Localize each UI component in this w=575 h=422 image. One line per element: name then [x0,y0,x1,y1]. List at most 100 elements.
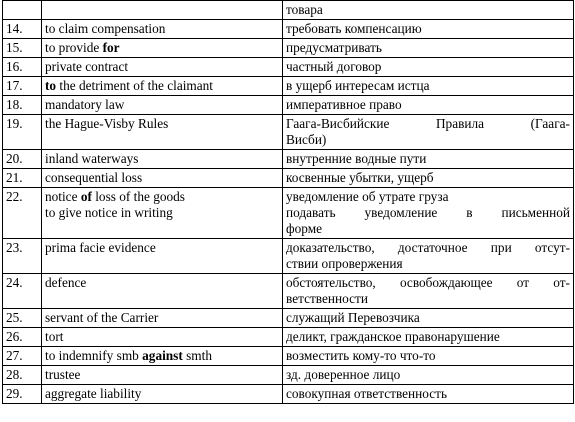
english-term-line: mandatory law [45,97,279,113]
translation-line: совокупная ответственность [286,386,448,401]
translation-line: служащий Перевозчика [286,310,420,325]
row-number: 17. [2,76,42,96]
term-text: to indemnify smb [45,348,143,363]
english-term: trustee [41,365,283,385]
english-term: to indemnify smb against smth [41,346,283,366]
term-text: trustee [45,367,81,382]
english-term-line: tort [45,329,279,345]
glossary-body: товара 14. to claim compensation требовать … [2,0,574,404]
table-row: 24. defence обстоятельство, освобождающее … [2,273,574,309]
bold-preposition: against [142,348,183,363]
table-row: 25. servant of the Carrier служащий Перево… [2,308,574,328]
term-text: to claim compensation [45,21,166,36]
table-row: 21. consequential loss косвенные убытки, у… [2,168,574,188]
english-term-line: to give notice in writing [45,205,279,221]
russian-translation: доказательство, достаточное при отсут-ст… [282,238,574,274]
russian-translation: деликт, гражданское правонарушение [282,327,574,347]
russian-translation: уведомление об утрате груза подавать увед… [282,187,574,239]
english-term-line: to the detriment of the claimant [45,78,279,94]
translation-line: форме [286,221,323,236]
row-number: 27. [2,346,42,366]
table-row: 19. the Hague-Visby Rules Гаага-Висбийские… [2,114,574,150]
translation-line: возместить кому-то что-то [286,348,436,363]
table-row: 18. mandatory law императивное право [2,95,574,115]
term-text: private contract [45,59,129,74]
english-term-line: trustee [45,367,279,383]
english-term-line: consequential loss [45,170,279,186]
term-text: consequential loss [45,170,143,185]
translation-line: предусматривать [286,40,382,55]
term-text: to provide [45,40,103,55]
russian-translation: обстоятельство, освобождающее от от-ветс… [282,273,574,309]
translation-line: императивное право [286,97,402,112]
english-term-line: defence [45,275,279,291]
row-number: 19. [2,114,42,150]
bold-preposition: to [45,78,57,93]
translation-line: подавать уведомление в письменной [286,205,570,220]
table-row: 29. aggregate liability совокупная ответст… [2,384,574,404]
term-text: the detriment of the claimant [56,78,213,93]
translation-line: зд. доверенное лицо [286,367,401,382]
row-number: 21. [2,168,42,188]
term-text: to give notice in writing [45,205,173,220]
english-term: defence [41,273,283,309]
row-number: 25. [2,308,42,328]
bold-preposition: of [80,189,92,204]
english-term-line: inland waterways [45,151,279,167]
translation-line: доказательство, достаточное при отсут- [286,240,570,255]
translation-line: деликт, гражданское правонарушение [286,329,500,344]
row-number: 23. [2,238,42,274]
table-row: 16. private contract частный договор [2,57,574,77]
row-number: 15. [2,38,42,58]
english-term: the Hague-Visby Rules [41,114,283,150]
russian-translation: требовать компенсацию [282,19,574,39]
english-term-line: notice of loss of the goods [45,189,279,205]
term-text: smth [182,348,212,363]
term-text: aggregate liability [45,386,142,401]
row-number [2,0,42,20]
russian-translation: Гаага-Висбийские Правила (Гаага- Висби) [282,114,574,150]
english-term-line: private contract [45,59,279,75]
row-number: 26. [2,327,42,347]
table-row: 14. to claim compensation требовать компен… [2,19,574,39]
translation-line: товара [286,2,323,17]
english-term: to provide for [41,38,283,58]
row-number: 20. [2,149,42,169]
translation-line: обстоятельство, освобождающее от от- [286,275,570,290]
table-row: 27. to indemnify smb against smth возмести… [2,346,574,366]
table-row: 17. to the detriment of the claimant в уще… [2,76,574,96]
russian-translation: служащий Перевозчика [282,308,574,328]
translation-line: требовать компенсацию [286,21,422,36]
translation-line: ствии опровержения [286,256,403,271]
russian-translation: частный договор [282,57,574,77]
table-row: 15. to provide for предусматривать [2,38,574,58]
english-term-line: to indemnify smb against smth [45,348,279,364]
english-term: to the detriment of the claimant [41,76,283,96]
bold-preposition: for [102,40,120,55]
english-term: tort [41,327,283,347]
translation-line: косвенные убытки, ущерб [286,170,434,185]
english-term: consequential loss [41,168,283,188]
russian-translation: зд. доверенное лицо [282,365,574,385]
translation-line: уведомление об утрате груза [286,189,449,204]
english-term: private contract [41,57,283,77]
russian-translation: совокупная ответственность [282,384,574,404]
english-term-line: to claim compensation [45,21,279,37]
english-term: inland waterways [41,149,283,169]
english-term: servant of the Carrier [41,308,283,328]
translation-line: Гаага-Висбийские Правила (Гаага- [286,116,570,131]
term-text: loss of the goods [91,189,185,204]
term-text: tort [45,329,64,344]
term-text: notice [45,189,81,204]
table-row: 26. tort деликт, гражданское правонарушени… [2,327,574,347]
english-term-line: the Hague-Visby Rules [45,116,279,132]
russian-translation: косвенные убытки, ущерб [282,168,574,188]
table-row: 28. trustee зд. доверенное лицо [2,365,574,385]
english-term-line: aggregate liability [45,386,279,402]
russian-translation: внутренние водные пути [282,149,574,169]
english-term: prima facie evidence [41,238,283,274]
row-number: 24. [2,273,42,309]
translation-line: частный договор [286,59,382,74]
english-term-line: servant of the Carrier [45,310,279,326]
russian-translation: императивное право [282,95,574,115]
